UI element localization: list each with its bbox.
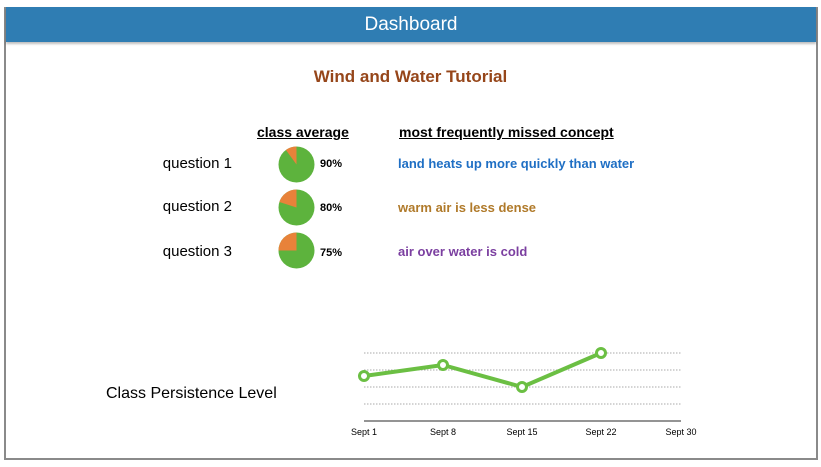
x-tick-sept-1: Sept 1 <box>350 427 378 437</box>
x-tick-sept-8: Sept 8 <box>429 427 457 437</box>
data-point-markers <box>358 347 607 393</box>
question-1-label: question 1 <box>162 155 232 172</box>
persistence-chart-label: Class Persistence Level <box>106 385 277 402</box>
header-bar: Dashboard <box>6 7 816 42</box>
question-3-concept: air over water is cold <box>398 244 528 259</box>
question-2-concept: warm air is less dense <box>398 200 537 215</box>
question-1-pie-chart <box>278 146 315 183</box>
question-2-label: question 2 <box>162 198 232 215</box>
page-title: Wind and Water Tutorial <box>313 67 508 86</box>
question-3-pie-chart <box>278 232 315 269</box>
class-average-heading: class average <box>257 124 349 140</box>
x-tick-sept-30: Sept 30 <box>665 427 697 437</box>
question-3-percent: 75% <box>320 247 343 259</box>
question-2-pie-chart <box>278 189 315 226</box>
header-title: Dashboard <box>364 14 458 35</box>
chart-gridlines <box>364 352 681 405</box>
dashboard-frame: Dashboard <box>4 7 818 460</box>
x-tick-sept-22: Sept 22 <box>585 427 617 437</box>
x-tick-sept-15: Sept 15 <box>506 427 538 437</box>
question-2-percent: 80% <box>320 202 343 214</box>
question-1-percent: 90% <box>320 158 343 170</box>
question-1-concept: land heats up more quickly than water <box>398 156 635 171</box>
missed-concept-heading: most frequently missed concept <box>399 124 614 140</box>
question-3-label: question 3 <box>162 243 232 260</box>
persistence-line <box>363 351 602 389</box>
